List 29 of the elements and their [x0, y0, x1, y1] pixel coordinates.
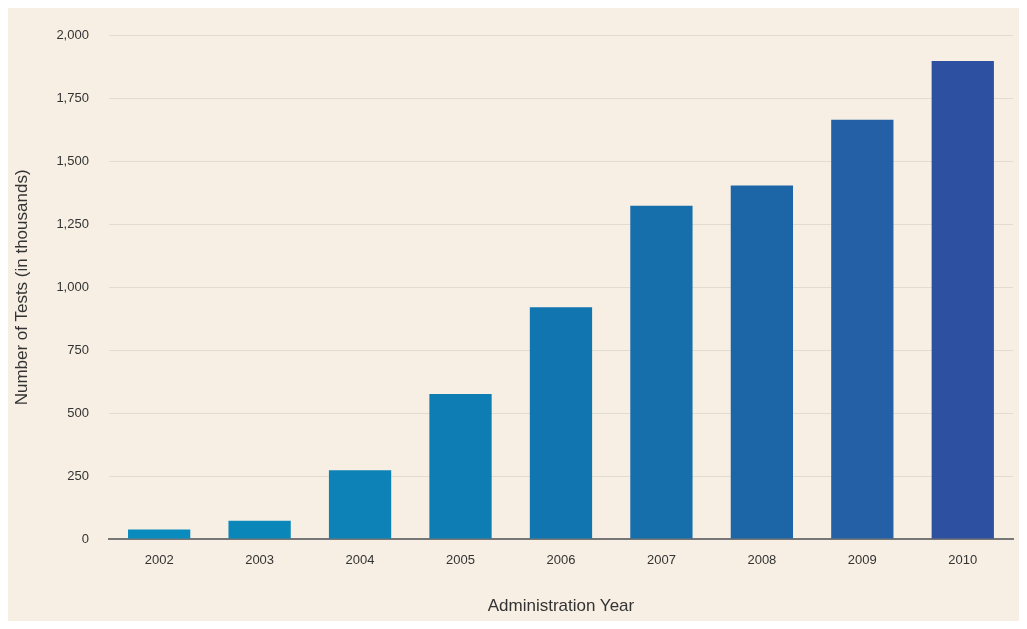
- y-tick-label: 250: [67, 467, 89, 483]
- y-tick-label: 1,250: [56, 216, 89, 232]
- bar: [128, 529, 191, 539]
- bar: [529, 307, 593, 539]
- x-tick-label: 2007: [646, 552, 676, 568]
- x-tick-label: 2008: [747, 552, 777, 568]
- x-tick-label: 2005: [446, 552, 475, 568]
- x-tick-label: 2010: [948, 552, 978, 568]
- y-tick-label: 2,000: [56, 27, 89, 43]
- y-tick-label: 0: [81, 530, 89, 546]
- bar: [730, 185, 794, 539]
- y-tick-label: 1,500: [56, 153, 89, 169]
- x-axis-title: Administration Year: [487, 596, 635, 616]
- y-tick-label: 500: [67, 404, 89, 420]
- x-tick-label: 2006: [546, 552, 576, 568]
- y-tick-label: 1,000: [56, 278, 89, 294]
- y-tick-label: 750: [67, 341, 89, 357]
- y-tick-label: 1,750: [56, 90, 89, 106]
- bar: [931, 60, 994, 539]
- bar: [630, 205, 693, 539]
- bar: [429, 394, 492, 539]
- bar: [831, 119, 894, 539]
- x-tick-label: 2002: [144, 552, 174, 568]
- bar: [228, 520, 291, 539]
- x-tick-label: 2004: [345, 552, 375, 568]
- x-tick-label: 2009: [847, 552, 877, 568]
- x-tick-label: 2003: [245, 552, 275, 568]
- bar: [328, 470, 392, 539]
- y-axis-title: Number of Tests (in thousands): [11, 169, 31, 406]
